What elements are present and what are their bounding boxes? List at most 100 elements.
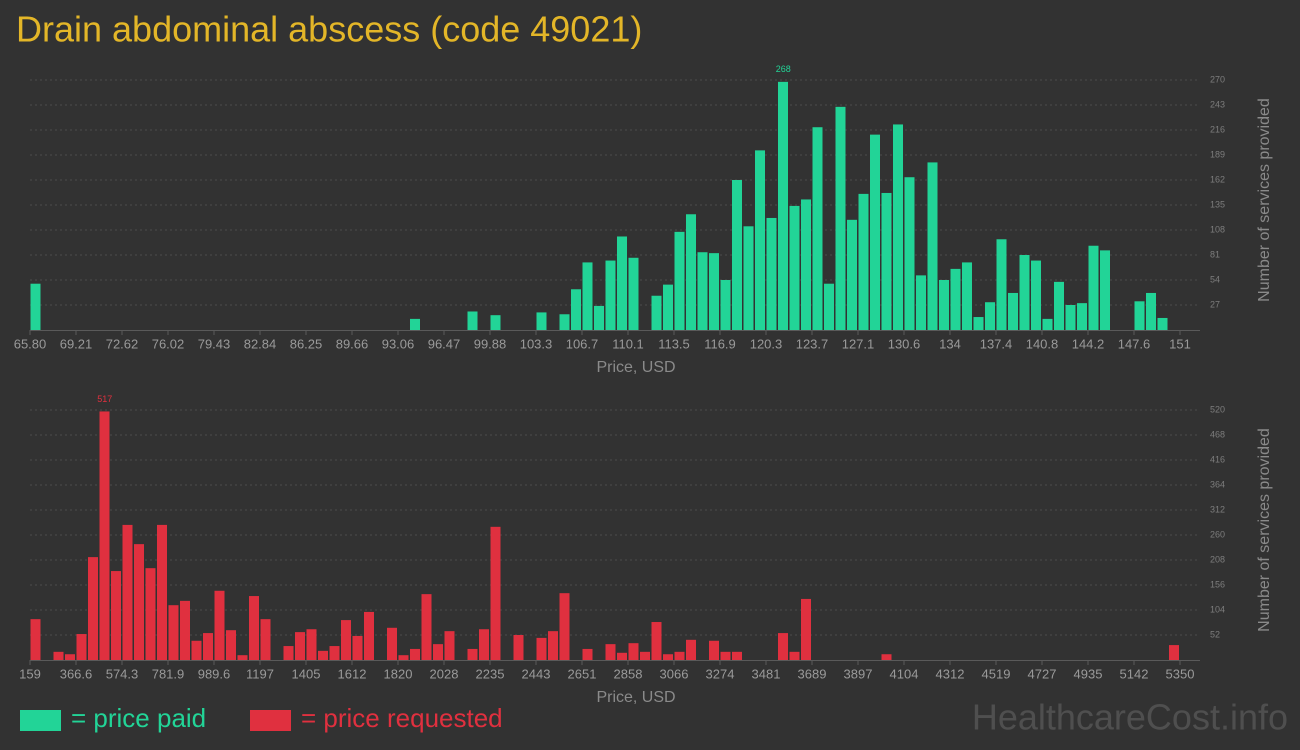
x-tick-label: 989.6: [198, 666, 231, 681]
legend-swatch: [250, 710, 291, 731]
bar: [881, 192, 892, 330]
bar: [651, 622, 662, 660]
bar: [640, 651, 650, 660]
bar: [214, 590, 225, 660]
y-tick-label: 104: [1210, 604, 1225, 614]
bar: [870, 134, 880, 330]
bar: [881, 654, 892, 660]
bar: [352, 635, 363, 660]
bar: [421, 594, 432, 660]
x-tick-label: 5350: [1166, 666, 1195, 681]
bar: [1169, 645, 1179, 660]
bar: [1157, 317, 1168, 330]
bar: [180, 600, 190, 660]
bar: [950, 268, 961, 330]
bar: [789, 651, 800, 660]
x-tick-label: 130.6: [888, 336, 921, 351]
bar: [260, 619, 271, 660]
bar: [398, 655, 409, 660]
bar: [559, 593, 570, 660]
bar: [617, 652, 627, 660]
x-tick-label: 116.9: [704, 336, 736, 351]
bar: [157, 524, 167, 660]
bar: [168, 605, 179, 660]
bar: [1042, 318, 1053, 330]
x-tick-label: 4519: [982, 666, 1011, 681]
y-tick-label: 243: [1210, 99, 1225, 109]
x-tick-label: 4935: [1074, 666, 1103, 681]
legend-label: = price paid: [71, 703, 206, 733]
bar: [732, 651, 742, 660]
bar: [1088, 245, 1099, 330]
bar: [283, 646, 294, 660]
x-tick-label: 2443: [522, 666, 551, 681]
y-tick-label: 27: [1210, 299, 1220, 309]
x-axis-label: Price, USD: [596, 689, 675, 706]
bar: [835, 106, 846, 330]
y-tick-label: 108: [1210, 224, 1225, 234]
x-tick-label: 106.7: [566, 336, 599, 351]
bar: [467, 311, 478, 330]
bar: [663, 654, 673, 660]
bar: [1100, 250, 1110, 330]
bar: [812, 127, 823, 330]
x-tick-label: 93.06: [382, 336, 415, 351]
x-tick-label: 3897: [844, 666, 873, 681]
y-tick-label: 260: [1210, 529, 1225, 539]
watermark: HealthcareCost.info: [972, 697, 1288, 738]
x-tick-label: 1820: [384, 666, 413, 681]
bar: [99, 411, 110, 660]
bar: [720, 651, 731, 660]
bar: [433, 644, 443, 660]
bar: [847, 219, 857, 330]
bar: [743, 226, 754, 330]
x-tick-label: 134: [939, 336, 961, 351]
bar: [249, 596, 259, 660]
bar: [30, 283, 41, 330]
y-tick-label: 312: [1210, 504, 1225, 514]
x-tick-label: 140.8: [1026, 336, 1059, 351]
bar: [536, 637, 547, 660]
x-tick-label: 3274: [706, 666, 735, 681]
x-tick-label: 574.3: [106, 666, 139, 681]
bar: [628, 643, 639, 660]
bar: [801, 598, 811, 660]
x-tick-label: 2235: [476, 666, 505, 681]
bar: [594, 305, 604, 330]
bar: [674, 651, 685, 660]
bar: [467, 648, 478, 660]
bar: [824, 283, 834, 330]
y-tick-label: 468: [1210, 429, 1225, 439]
bar: [410, 648, 420, 660]
bar: [571, 289, 581, 330]
bar: [111, 571, 121, 660]
bar: [617, 236, 627, 330]
bar: [1134, 301, 1145, 330]
bar: [76, 634, 87, 660]
bar: [766, 217, 777, 330]
bar: [88, 557, 98, 660]
bar: [916, 275, 926, 330]
bar: [686, 214, 696, 330]
bar: [1054, 281, 1064, 330]
bar: [341, 620, 351, 660]
bar: [548, 631, 558, 660]
x-axis-label: Price, USD: [596, 359, 675, 376]
x-tick-label: 103.3: [520, 336, 553, 351]
y-axis-label: Number of services provided: [1256, 98, 1273, 302]
bar: [295, 632, 305, 660]
x-tick-label: 86.25: [290, 336, 323, 351]
bar: [720, 280, 731, 330]
bar: [318, 650, 328, 660]
x-tick-label: 2858: [614, 666, 643, 681]
bar: [145, 568, 156, 660]
bar: [1019, 255, 1030, 330]
x-tick-label: 65.80: [14, 336, 47, 351]
bar: [122, 524, 133, 660]
bar: [53, 651, 64, 660]
x-tick-label: 144.2: [1072, 336, 1105, 351]
bar: [513, 635, 524, 660]
bar: [410, 318, 420, 330]
x-tick-label: 123.7: [796, 336, 829, 351]
bar: [996, 239, 1007, 330]
